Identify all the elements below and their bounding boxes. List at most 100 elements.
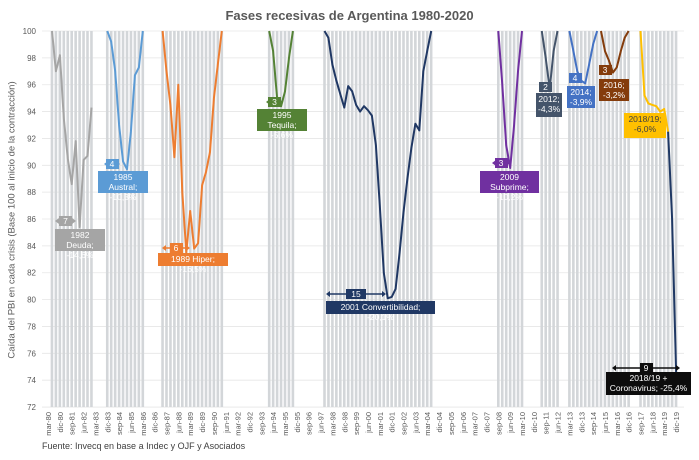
x-tick-label: jun-06 — [459, 412, 468, 434]
x-tick-label: jun-09 — [506, 412, 515, 434]
recession-bar — [572, 31, 575, 408]
recession-bar — [287, 31, 291, 408]
recession-bar — [200, 31, 204, 408]
x-tick-label: dic-19 — [672, 412, 681, 432]
recession-bar — [346, 31, 350, 408]
recession-bar — [595, 31, 599, 408]
duration-count: 7 — [59, 216, 72, 226]
recession-bar — [74, 31, 77, 408]
x-tick-label: dic-98 — [340, 412, 349, 432]
data-label: 1995 Tequila; -5,6% — [257, 109, 307, 140]
recession-bar — [354, 31, 358, 408]
recession-bar — [121, 31, 125, 408]
data-label: 2018/19 + Coronavirus; -25,4% — [606, 372, 691, 395]
recession-bar — [552, 31, 555, 408]
x-tick-label: sep-17 — [637, 412, 646, 435]
recession-bar — [414, 31, 417, 408]
recession-bar — [540, 31, 544, 408]
recession-bar — [615, 31, 619, 408]
y-tick-label: 92 — [27, 134, 36, 143]
recession-bar — [512, 31, 516, 408]
x-tick-label: sep-84 — [115, 412, 124, 435]
x-tick-label: sep-93 — [257, 412, 266, 435]
x-tick-label: mar-01 — [376, 412, 385, 436]
series-line-0 — [51, 30, 93, 229]
x-tick-label: mar-98 — [328, 412, 337, 436]
recession-bar — [358, 31, 362, 408]
y-tick-label: 76 — [27, 349, 36, 358]
x-tick-label: mar-92 — [234, 412, 243, 436]
recession-bar — [366, 31, 370, 408]
recession-bar — [374, 31, 378, 408]
recession-bar — [418, 31, 421, 408]
recession-bar — [129, 31, 133, 408]
recession-bar — [611, 31, 615, 408]
recession-bar — [382, 31, 386, 408]
recession-bar — [627, 31, 630, 408]
y-tick-label: 84 — [27, 242, 36, 251]
arrow-left-icon — [326, 291, 330, 297]
recession-bar — [516, 31, 520, 408]
data-label: 1982 Deuda; -14,6% — [55, 229, 105, 260]
recession-bar — [406, 31, 409, 408]
data-label: 2009 Subprime; -10,2% — [480, 171, 539, 202]
x-tick-label: dic-07 — [482, 412, 491, 432]
x-tick-label: mar-13 — [565, 412, 574, 436]
recession-bar — [568, 31, 571, 408]
recession-bar — [141, 31, 145, 408]
series-line-2 — [161, 30, 223, 254]
x-tick-label: dic-01 — [388, 412, 397, 432]
duration-count: 3 — [598, 65, 612, 75]
recession-bar — [125, 31, 129, 408]
recession-bar — [658, 31, 662, 408]
recession-bar — [504, 31, 508, 408]
data-label: 1985 Austral; -10,3% — [98, 171, 148, 202]
source-note: Fuente: Invecq en base a Indec y OJF y A… — [42, 441, 246, 451]
y-tick-label: 82 — [27, 269, 36, 278]
recession-bar — [603, 31, 607, 408]
x-tick-label: dic-95 — [293, 412, 302, 432]
recession-bar — [335, 31, 338, 408]
recession-bar — [109, 31, 113, 408]
x-tick-label: sep-02 — [400, 412, 409, 435]
x-tick-label: dic-86 — [151, 412, 160, 432]
recession-bar — [429, 31, 433, 408]
x-tick-label: mar-80 — [44, 412, 53, 436]
x-tick-label: mar-86 — [139, 412, 148, 436]
recession-bar — [161, 31, 164, 408]
y-tick-label: 98 — [27, 54, 36, 63]
recession-bar — [643, 31, 646, 408]
x-tick-label: mar-04 — [423, 412, 432, 436]
y-tick-label: 90 — [27, 161, 36, 170]
recession-bar — [579, 31, 583, 408]
x-tick-label: jun-97 — [317, 412, 326, 434]
recession-bar — [196, 31, 200, 408]
arrow-left-icon — [55, 218, 59, 224]
recession-bar — [607, 31, 611, 408]
recession-bar — [133, 31, 137, 408]
recession-bar — [339, 31, 342, 408]
recession-bar — [674, 31, 678, 408]
x-tick-label: sep-96 — [305, 412, 314, 435]
x-tick-label: jun-88 — [174, 412, 183, 434]
data-label: 1989 Hiper; -16,5% — [158, 253, 228, 274]
recession-bar — [50, 31, 54, 408]
x-tick-label: sep-05 — [447, 412, 456, 435]
recession-bar — [520, 31, 524, 408]
recession-bar — [655, 31, 658, 408]
recession-bar — [105, 31, 109, 408]
data-label: 2012; -4,3% — [536, 93, 562, 117]
x-tick-label: sep-14 — [589, 412, 598, 435]
recession-bar — [370, 31, 374, 408]
x-tick-label: dic-10 — [530, 412, 539, 432]
recession-bar — [623, 31, 626, 408]
x-tick-label: jun-12 — [554, 412, 563, 434]
x-tick-label: jun-82 — [80, 412, 89, 434]
x-tick-label: mar-07 — [471, 412, 480, 436]
recession-bar — [425, 31, 429, 408]
x-tick-label: sep-11 — [542, 412, 551, 434]
recession-bar — [331, 31, 334, 408]
recession-bar — [421, 31, 425, 408]
duration-count: 6 — [169, 243, 183, 253]
recession-bar — [165, 31, 168, 408]
